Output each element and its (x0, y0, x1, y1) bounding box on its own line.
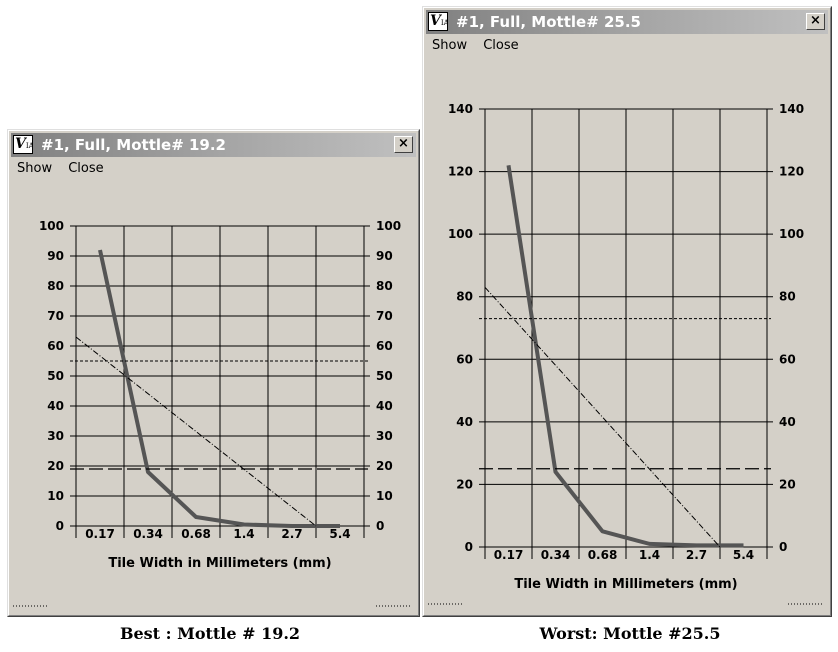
app-icon: VIA (428, 12, 448, 31)
caption-worst: Worst: Mottle #25.5 (539, 624, 721, 643)
y-tick-label-right: 80 (779, 290, 796, 304)
app-icon: VIA (13, 135, 33, 154)
title-bar[interactable]: VIA #1, Full, Mottle# 19.2 × (11, 133, 416, 157)
y-tick-label-right: 90 (376, 249, 393, 263)
y-tick-label-right: 0 (779, 540, 787, 554)
chart-best: 0 0 10 10 20 20 30 30 40 40 50 50 60 60 70 70 80 80 90 90 10… (13, 219, 412, 607)
x-tick-label: 0.68 (588, 548, 618, 562)
y-tick-label-left: 120 (448, 165, 473, 179)
y-tick-label-left: 30 (47, 429, 64, 443)
menu-close[interactable]: Close (483, 38, 519, 53)
y-tick-label-left: 10 (47, 489, 64, 503)
close-icon[interactable]: × (394, 136, 413, 153)
x-axis-title: Tile Width in Millimeters (mm) (514, 577, 737, 592)
y-tick-label-right: 120 (779, 165, 804, 179)
y-tick-label-left: 90 (47, 249, 64, 263)
y-tick-label-right: 140 (779, 102, 804, 116)
reference-diagonal (484, 286, 721, 548)
menu-bar: Show Close (11, 159, 416, 179)
x-tick-label: 2.7 (686, 548, 707, 562)
x-tick-label: 5.4 (733, 548, 754, 562)
caption-best: Best : Mottle # 19.2 (119, 624, 301, 643)
y-tick-label-left: 60 (47, 339, 64, 353)
y-tick-label-right: 30 (376, 429, 393, 443)
x-tick-label: 2.7 (281, 527, 302, 541)
y-tick-label-left: 70 (47, 309, 64, 323)
window-worst: VIA #1, Full, Mottle# 25.5 × Show Close … (422, 6, 832, 617)
y-tick-label-right: 60 (376, 339, 393, 353)
menu-bar: Show Close (426, 36, 828, 56)
x-axis-title: Tile Width in Millimeters (mm) (108, 556, 331, 571)
y-tick-label-left: 0 (56, 519, 64, 533)
y-tick-label-left: 40 (456, 415, 473, 429)
y-tick-label-left: 20 (456, 477, 473, 491)
reference-diagonal (75, 336, 317, 527)
y-tick-label-right: 20 (779, 477, 796, 491)
x-tick-label: 0.17 (494, 548, 524, 562)
menu-show[interactable]: Show (432, 38, 468, 53)
y-tick-label-left: 40 (47, 399, 64, 413)
window-title: #1, Full, Mottle# 19.2 (41, 136, 226, 154)
close-icon[interactable]: × (806, 13, 825, 30)
window-best: VIA #1, Full, Mottle# 19.2 × Show Close … (7, 129, 420, 617)
y-tick-label-right: 10 (376, 489, 393, 503)
y-tick-label-right: 80 (376, 279, 393, 293)
y-tick-label-right: 70 (376, 309, 393, 323)
x-tick-label: 0.68 (181, 527, 211, 541)
y-tick-label-left: 50 (47, 369, 64, 383)
y-tick-label-right: 100 (779, 227, 804, 241)
window-title: #1, Full, Mottle# 25.5 (456, 13, 641, 31)
y-tick-label-left: 80 (47, 279, 64, 293)
x-tick-label: 0.17 (85, 527, 115, 541)
y-tick-label-right: 40 (779, 415, 796, 429)
y-tick-label-right: 60 (779, 352, 796, 366)
y-tick-label-left: 60 (456, 352, 473, 366)
y-tick-label-right: 0 (376, 519, 384, 533)
title-bar[interactable]: VIA #1, Full, Mottle# 25.5 × (426, 10, 828, 34)
y-tick-label-right: 40 (376, 399, 393, 413)
y-tick-label-left: 0 (465, 540, 473, 554)
x-tick-label: 1.4 (639, 548, 660, 562)
x-tick-label: 5.4 (329, 527, 350, 541)
x-tick-label: 0.34 (541, 548, 571, 562)
y-tick-label-right: 100 (376, 219, 401, 233)
series-line (98, 249, 340, 528)
y-tick-label-left: 100 (39, 219, 64, 233)
y-tick-label-left: 80 (456, 290, 473, 304)
chart-worst: 0 0 20 20 40 40 60 60 80 80 100 100 120 120 140 140 0.17… (428, 102, 824, 605)
y-tick-label-left: 100 (448, 227, 473, 241)
series-line (506, 165, 744, 548)
menu-close[interactable]: Close (68, 161, 104, 176)
x-tick-label: 1.4 (233, 527, 254, 541)
y-tick-label-left: 140 (448, 102, 473, 116)
x-tick-label: 0.34 (133, 527, 163, 541)
menu-show[interactable]: Show (17, 161, 53, 176)
y-tick-label-left: 20 (47, 459, 64, 473)
y-tick-label-right: 50 (376, 369, 393, 383)
y-tick-label-right: 20 (376, 459, 393, 473)
